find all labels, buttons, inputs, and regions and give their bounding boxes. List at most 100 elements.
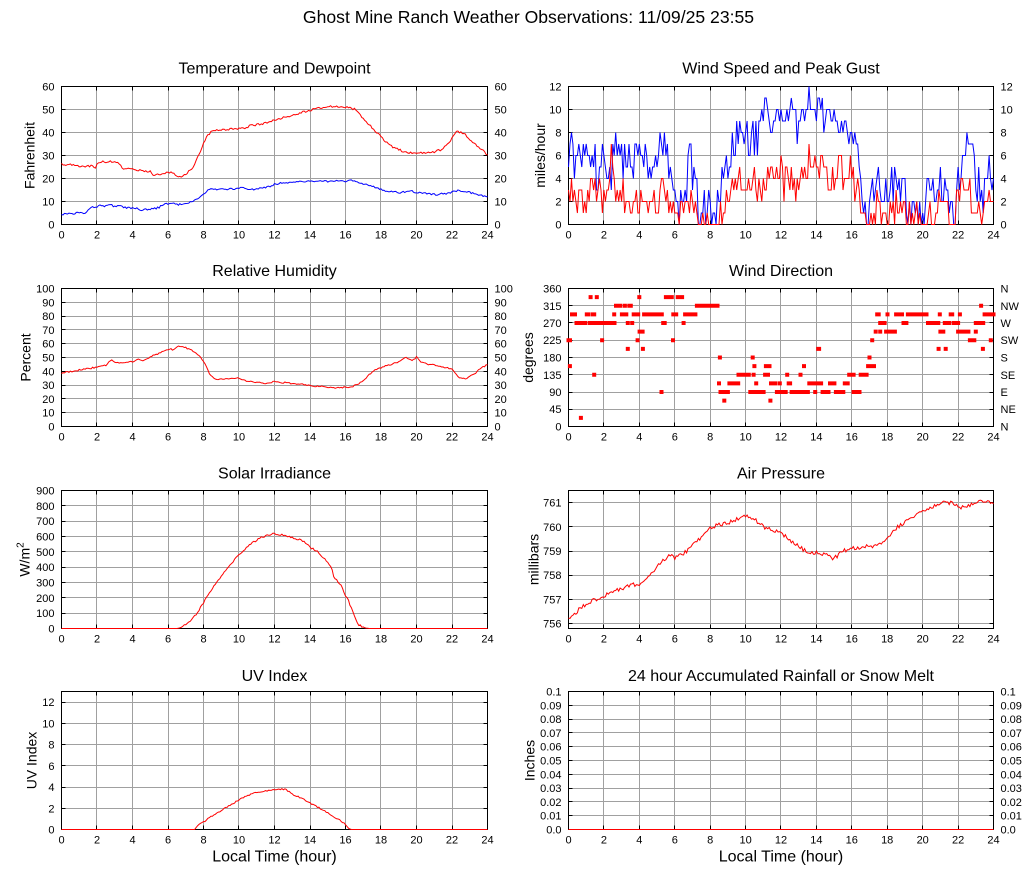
- svg-text:0.0: 0.0: [546, 825, 561, 837]
- svg-text:16: 16: [846, 834, 858, 846]
- svg-text:22: 22: [446, 633, 458, 645]
- svg-text:756: 756: [543, 619, 561, 631]
- svg-text:270: 270: [543, 318, 561, 330]
- svg-text:4: 4: [636, 431, 642, 443]
- svg-text:20: 20: [410, 229, 422, 241]
- svg-text:40: 40: [495, 128, 507, 140]
- svg-text:2: 2: [48, 803, 54, 815]
- svg-text:0: 0: [58, 834, 64, 846]
- svg-text:0.1: 0.1: [1001, 687, 1016, 699]
- svg-text:40: 40: [42, 366, 54, 378]
- svg-text:Temperature and Dewpoint: Temperature and Dewpoint: [178, 61, 371, 78]
- svg-text:Fahrenheit: Fahrenheit: [22, 122, 38, 189]
- svg-text:18: 18: [881, 834, 893, 846]
- svg-text:500: 500: [36, 547, 54, 559]
- svg-text:6: 6: [672, 834, 678, 846]
- svg-text:2: 2: [601, 431, 607, 443]
- svg-text:4: 4: [129, 229, 135, 241]
- svg-text:80: 80: [42, 311, 54, 323]
- svg-text:22: 22: [952, 633, 964, 645]
- svg-text:millibars: millibars: [526, 534, 542, 585]
- svg-text:0.03: 0.03: [540, 783, 561, 795]
- svg-text:90: 90: [495, 297, 507, 309]
- svg-text:180: 180: [543, 353, 561, 365]
- svg-text:8: 8: [200, 834, 206, 846]
- svg-text:2: 2: [94, 834, 100, 846]
- svg-text:12: 12: [775, 834, 787, 846]
- svg-text:10: 10: [1001, 105, 1013, 117]
- svg-text:10: 10: [233, 431, 245, 443]
- svg-text:0.1: 0.1: [546, 687, 561, 699]
- svg-text:22: 22: [446, 229, 458, 241]
- svg-text:50: 50: [42, 353, 54, 365]
- svg-text:90: 90: [549, 387, 561, 399]
- svg-text:10: 10: [739, 229, 751, 241]
- svg-text:14: 14: [810, 834, 822, 846]
- svg-text:8: 8: [1001, 128, 1007, 140]
- svg-text:24: 24: [481, 431, 493, 443]
- svg-text:miles/hour: miles/hour: [532, 123, 548, 188]
- svg-text:14: 14: [304, 229, 316, 241]
- svg-text:22: 22: [446, 431, 458, 443]
- svg-text:14: 14: [810, 633, 822, 645]
- svg-text:200: 200: [36, 593, 54, 605]
- svg-text:70: 70: [42, 325, 54, 337]
- svg-text:0: 0: [58, 229, 64, 241]
- svg-text:12: 12: [268, 834, 280, 846]
- svg-text:60: 60: [42, 339, 54, 351]
- svg-text:E: E: [1001, 387, 1008, 399]
- svg-text:24: 24: [987, 633, 999, 645]
- svg-text:16: 16: [339, 633, 351, 645]
- svg-text:24: 24: [481, 229, 493, 241]
- svg-text:60: 60: [495, 82, 507, 94]
- svg-text:20: 20: [917, 633, 929, 645]
- svg-text:0.03: 0.03: [1001, 783, 1022, 795]
- svg-text:0: 0: [48, 825, 54, 837]
- svg-text:100: 100: [36, 284, 54, 296]
- svg-text:40: 40: [42, 128, 54, 140]
- svg-text:0.05: 0.05: [1001, 756, 1022, 768]
- svg-text:900: 900: [36, 486, 54, 498]
- svg-text:6: 6: [672, 431, 678, 443]
- svg-text:135: 135: [543, 370, 561, 382]
- svg-text:10: 10: [739, 834, 751, 846]
- svg-text:100: 100: [495, 284, 513, 296]
- svg-text:0: 0: [555, 220, 561, 232]
- svg-text:2: 2: [94, 633, 100, 645]
- svg-text:Solar Irradiance: Solar Irradiance: [218, 465, 331, 482]
- svg-text:757: 757: [543, 594, 561, 606]
- svg-text:10: 10: [495, 197, 507, 209]
- svg-text:0.02: 0.02: [1001, 797, 1022, 809]
- svg-text:8: 8: [707, 633, 713, 645]
- svg-text:16: 16: [339, 229, 351, 241]
- svg-text:0: 0: [495, 422, 501, 434]
- svg-text:16: 16: [846, 431, 858, 443]
- svg-text:10: 10: [42, 718, 54, 730]
- svg-text:20: 20: [42, 394, 54, 406]
- svg-text:SE: SE: [1001, 370, 1016, 382]
- svg-text:12: 12: [775, 431, 787, 443]
- svg-text:0.08: 0.08: [1001, 714, 1022, 726]
- svg-text:0: 0: [495, 220, 501, 232]
- svg-text:8: 8: [707, 431, 713, 443]
- svg-text:0.07: 0.07: [1001, 728, 1022, 740]
- svg-text:30: 30: [495, 380, 507, 392]
- svg-text:90: 90: [42, 297, 54, 309]
- svg-text:6: 6: [165, 633, 171, 645]
- svg-text:8: 8: [200, 431, 206, 443]
- svg-text:2: 2: [94, 431, 100, 443]
- svg-text:8: 8: [48, 740, 54, 752]
- svg-text:0: 0: [48, 624, 54, 636]
- svg-text:Ghost Mine Ranch Weather Obser: Ghost Mine Ranch Weather Observations: 1…: [303, 7, 754, 27]
- svg-text:degrees: degrees: [520, 332, 536, 383]
- svg-text:10: 10: [42, 197, 54, 209]
- svg-text:2: 2: [1001, 197, 1007, 209]
- svg-text:0.06: 0.06: [1001, 742, 1022, 754]
- svg-text:20: 20: [917, 834, 929, 846]
- svg-text:14: 14: [810, 431, 822, 443]
- svg-text:20: 20: [495, 394, 507, 406]
- svg-text:16: 16: [339, 431, 351, 443]
- svg-text:50: 50: [495, 105, 507, 117]
- svg-text:6: 6: [555, 151, 561, 163]
- svg-text:10: 10: [233, 834, 245, 846]
